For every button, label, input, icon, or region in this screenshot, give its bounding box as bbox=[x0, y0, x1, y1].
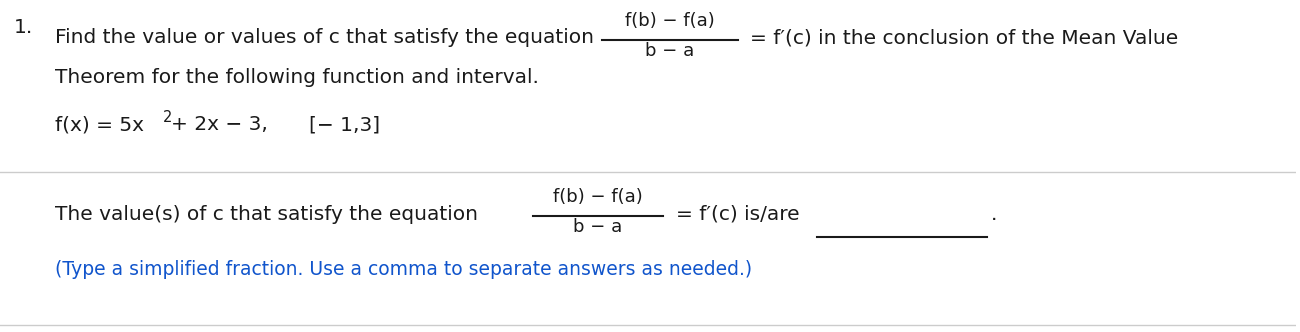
Text: b − a: b − a bbox=[573, 218, 623, 236]
Text: The value(s) of c that satisfy the equation: The value(s) of c that satisfy the equat… bbox=[55, 205, 478, 224]
Text: = f′(c) in the conclusion of the Mean Value: = f′(c) in the conclusion of the Mean Va… bbox=[750, 28, 1179, 47]
Text: f(b) − f(a): f(b) − f(a) bbox=[552, 188, 644, 206]
Text: = f′(c) is/are: = f′(c) is/are bbox=[676, 205, 800, 224]
Text: (Type a simplified fraction. Use a comma to separate answers as needed.): (Type a simplified fraction. Use a comma… bbox=[55, 260, 751, 279]
Text: f(b) − f(a): f(b) − f(a) bbox=[625, 12, 715, 30]
Text: [− 1,3]: [− 1,3] bbox=[309, 115, 380, 134]
Text: .: . bbox=[991, 205, 997, 224]
Text: Find the value or values of c that satisfy the equation: Find the value or values of c that satis… bbox=[55, 28, 594, 47]
Text: 1.: 1. bbox=[14, 18, 34, 37]
Text: Theorem for the following function and interval.: Theorem for the following function and i… bbox=[55, 68, 538, 87]
Text: b − a: b − a bbox=[645, 42, 694, 60]
Text: 2: 2 bbox=[162, 110, 172, 125]
Text: + 2x − 3,: + 2x − 3, bbox=[172, 115, 268, 134]
Text: f(x) = 5x: f(x) = 5x bbox=[55, 115, 144, 134]
